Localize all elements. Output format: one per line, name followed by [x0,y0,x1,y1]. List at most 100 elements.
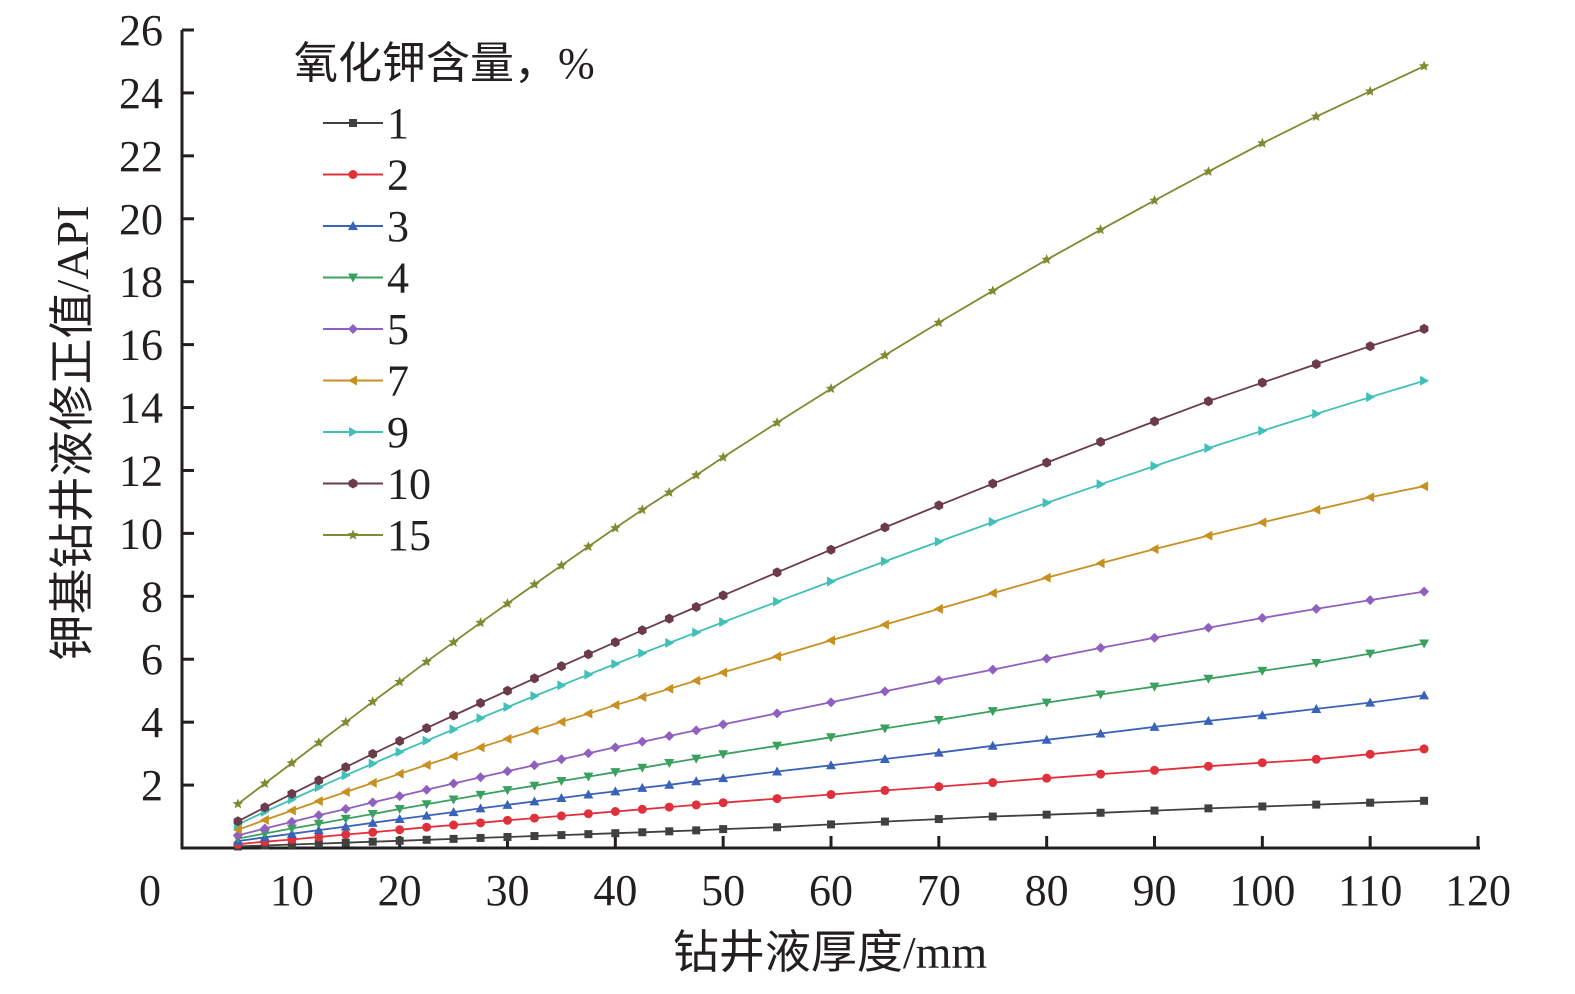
data-point [286,757,298,768]
data-point [503,702,513,713]
data-point [340,786,350,797]
data-point [502,766,513,777]
x-tick-label: 50 [701,866,745,915]
data-point [529,796,540,806]
data-point [637,804,647,814]
data-point [1203,530,1213,541]
data-point [260,802,270,813]
data-point [772,651,782,662]
data-point [1041,698,1052,708]
data-point [259,778,271,788]
data-point [665,637,675,648]
data-point [933,603,943,614]
data-point [772,708,783,719]
data-point [395,836,404,845]
series-15 [232,60,1430,809]
legend-swatch-marker [348,375,357,386]
data-point [394,791,405,802]
data-point [286,824,297,834]
data-point [1311,504,1321,515]
data-point [826,635,835,646]
data-point [933,317,945,328]
data-point [610,742,621,753]
data-point [503,832,512,841]
data-point [584,649,593,660]
data-point [1096,808,1105,817]
legend-swatch-marker [348,221,358,230]
x-tick-label: 0 [139,866,161,915]
series-line-4 [237,642,1425,840]
legend-item-3: 3 [323,202,409,251]
y-tick-label: 12 [119,446,163,495]
y-tick-label: 6 [141,635,163,684]
data-point [1365,595,1376,606]
data-point [529,760,540,771]
legend-swatch-marker [348,478,358,489]
data-point [1203,622,1214,633]
data-point [313,796,323,807]
legend-label: 4 [387,254,409,303]
legend-item-5: 5 [323,305,409,354]
data-point [1311,359,1321,370]
data-point [718,719,729,730]
data-point [340,821,351,831]
data-point [1150,765,1159,775]
data-point [1150,416,1159,427]
data-point [718,798,728,808]
data-point [1203,166,1214,177]
data-point [718,667,728,678]
data-point [691,776,702,786]
data-point [503,815,512,825]
y-tick-label: 22 [119,132,163,181]
data-point [314,832,324,842]
data-point [368,827,378,837]
data-point [1095,558,1105,569]
data-point [1419,481,1429,492]
data-point [502,799,513,809]
data-point [449,710,458,721]
x-tick-label: 110 [1338,866,1402,915]
data-point [340,803,351,814]
data-point [422,723,431,734]
data-point [664,683,674,694]
data-point [475,617,486,628]
data-point [1366,392,1376,403]
data-point [772,766,783,776]
data-point [664,613,674,624]
data-point [422,735,432,746]
data-point [1204,396,1213,407]
data-point [448,636,459,647]
data-point [341,770,351,781]
data-point [1041,572,1051,583]
data-point [637,782,648,792]
data-point [367,777,377,788]
data-point [583,541,594,552]
legend-label: 7 [387,357,409,406]
data-point [341,762,351,773]
data-point [1312,408,1322,419]
data-point [313,810,324,821]
data-point [395,825,405,835]
data-point [556,716,566,727]
data-point [341,838,350,847]
data-point [529,781,540,791]
data-point [556,754,567,765]
data-point [421,656,432,667]
data-point [529,725,539,736]
data-point [638,648,648,659]
legend-swatch-marker [349,119,357,127]
data-point [259,829,270,839]
legend-item-2: 2 [323,151,409,200]
data-point [1149,632,1160,643]
data-point [395,736,404,747]
data-point [988,812,997,821]
series-line-2 [237,748,1425,846]
data-point [933,747,944,757]
data-point [665,827,674,836]
data-point [611,829,620,838]
data-point [691,800,701,810]
data-point [1257,517,1267,528]
data-point [232,798,244,809]
data-point [718,773,729,783]
